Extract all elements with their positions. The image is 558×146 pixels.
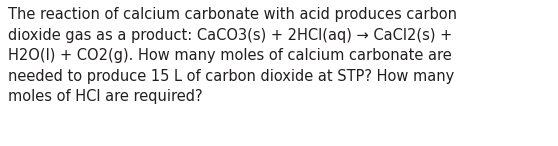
Text: The reaction of calcium carbonate with acid produces carbon
dioxide gas as a pro: The reaction of calcium carbonate with a… <box>8 7 458 104</box>
